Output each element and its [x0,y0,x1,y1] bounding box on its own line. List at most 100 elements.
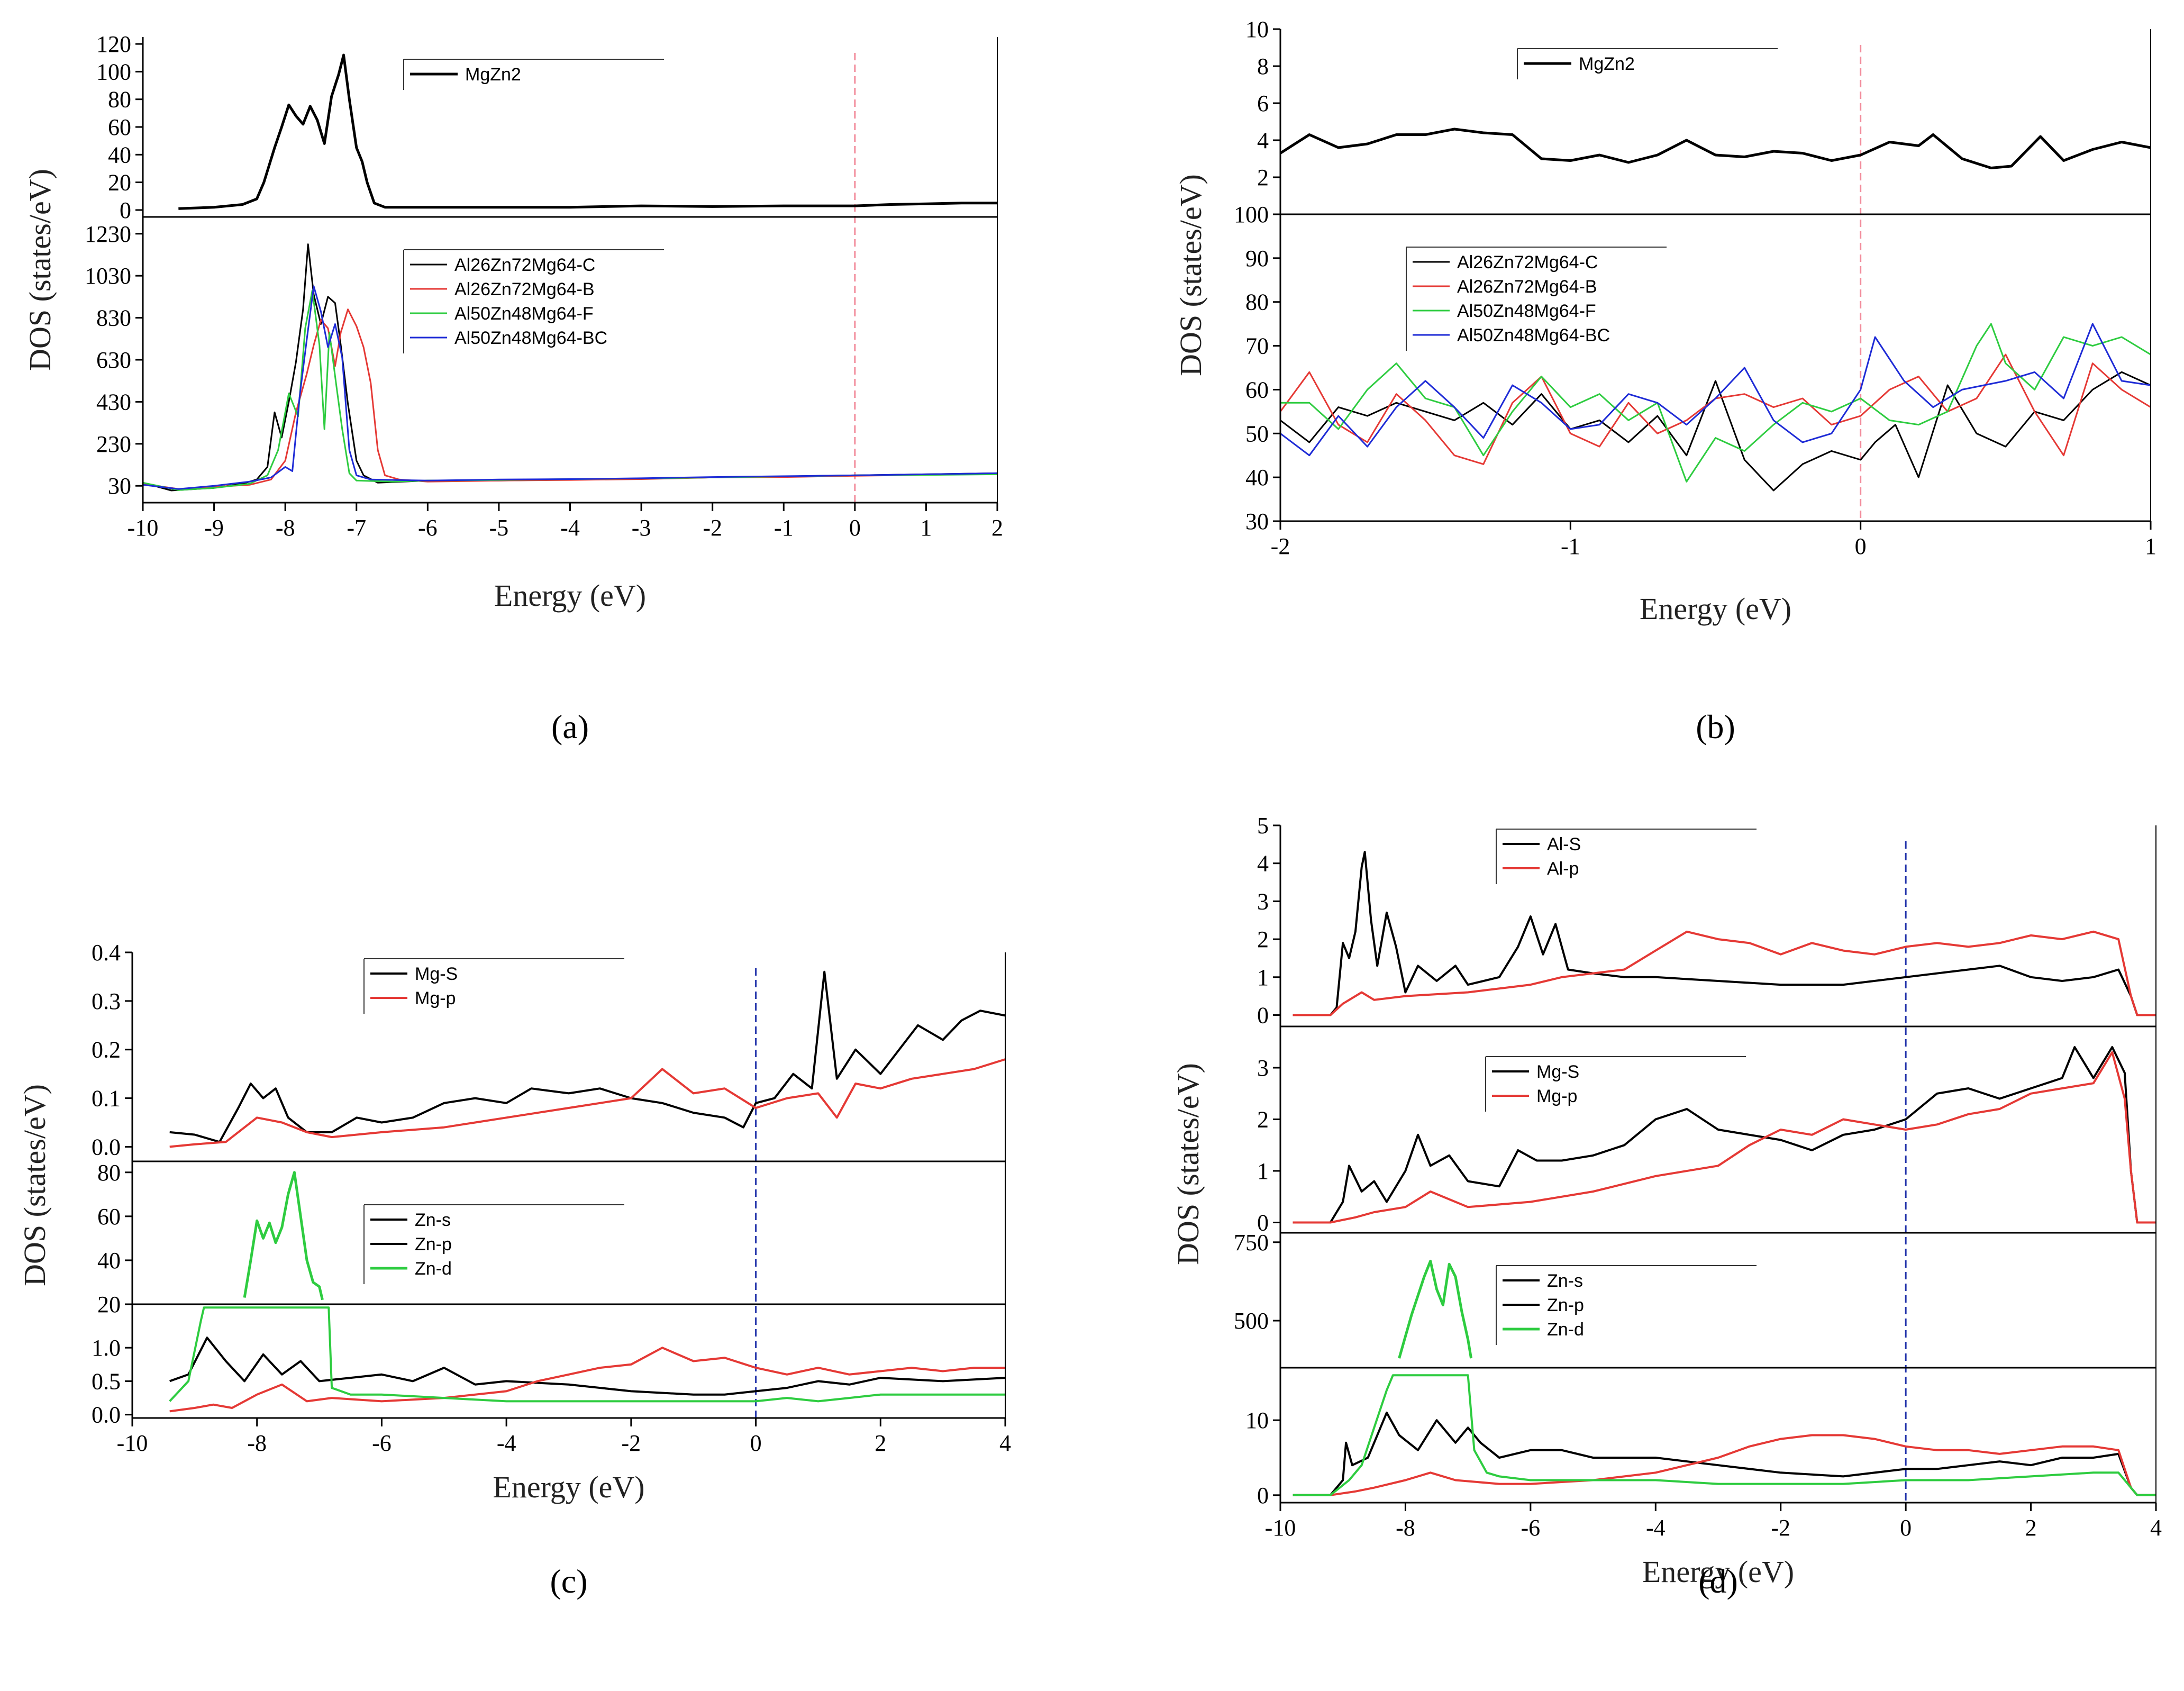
y-tick-label: 0 [1257,1210,1269,1236]
y-tick-label: 2 [1257,1107,1269,1133]
y-tick-label: 30 [1245,508,1269,534]
legend: Al26Zn72Mg64-C Al26Zn72Mg64-B Al50Zn48Mg64… [403,249,664,353]
x-tick-label: 0 [750,1430,762,1456]
series-line-mg-s [1293,1046,2156,1224]
legend-label: Zn-p [1547,1295,1584,1315]
series-line-al50zn48mg64-bc [1280,323,2151,457]
panel-c-0: 0.0 0.1 0.2 0.3 0.4 Mg-S Mg-p [92,940,1006,1162]
y-tick-label: 1 [1257,965,1269,990]
legend-label: Al50Zn48Mg64-BC [454,328,607,348]
y-tick-label: 80 [1245,289,1269,315]
legend-label: Al26Zn72Mg64-C [1457,252,1598,272]
x-axis-label: Energy (eV) [1642,1554,1794,1589]
series-line-zn-s [169,1337,1006,1396]
y-tick-label: 3 [1257,1055,1269,1081]
y-tick-label: 0.4 [92,940,121,966]
chart-a: 020406080100120MgZn230230430630830103012… [23,31,1003,746]
chart-c: 0.00.10.20.30.4Mg-SMg-p20406080Zn-sZn-pZ… [17,940,1011,1600]
legend-label: Al50Zn48Mg64-F [454,304,594,324]
x-tick-label: -1 [1561,533,1580,559]
y-tick-label: 1030 [85,263,131,289]
x-tick-label: -7 [347,515,366,541]
x-tick-label: 0 [849,515,861,541]
legend: Mg-S Mg-p [363,958,624,1014]
figure-caption: (d) [1698,1562,1738,1600]
x-tick-label: -10 [117,1430,148,1456]
y-tick-label: 60 [97,1204,121,1230]
x-tick-label: -8 [1396,1515,1415,1541]
y-tick-label: 40 [97,1248,121,1274]
y-tick-label: 6 [1257,90,1269,116]
x-tick-label: -9 [204,515,224,541]
x-tick-label: -8 [276,515,295,541]
legend-label: Zn-d [1547,1320,1584,1340]
y-tick-label: 20 [97,1292,121,1317]
legend: Zn-s Zn-p Zn-d [1496,1265,1757,1345]
x-tick-label: -4 [497,1430,516,1456]
legend-label: Mg-S [415,964,458,984]
legend: Mg-S Mg-p [1485,1056,1746,1112]
panel-d-2: 500 750 Zn-s Zn-p Zn-d [1234,1230,2156,1369]
panel-c-2: 0.0 0.5 1.0 [92,1304,1006,1428]
series-line-al-s [1293,851,2156,1016]
x-tick-label: -2 [1771,1515,1790,1541]
series-line-zn-s [1293,1412,2156,1496]
y-tick-label: 4 [1257,128,1269,153]
series-line-zn-d [1293,1374,2156,1496]
y-axis-label: DOS (states/eV) [17,1084,52,1286]
y-tick-label: 60 [108,114,131,140]
y-tick-label: 100 [96,59,131,85]
series-line-al26zn72mg64-c [1280,371,2151,492]
legend-label: Al-p [1547,859,1579,879]
legend-label: Al-S [1547,834,1581,854]
series-line-mg-s [169,970,1006,1143]
legend-label: Al26Zn72Mg64-B [1457,277,1597,297]
y-tick-label: 5 [1257,813,1269,839]
y-tick-label: 1230 [85,221,131,247]
series-line-zn-p [169,1347,1005,1413]
legend: MgZn2 [403,59,664,90]
legend: MgZn2 [1517,48,1778,79]
y-tick-label: 70 [1245,333,1269,359]
panel-c-1: 20 40 60 80 Zn-s Zn-p Zn-d [97,1160,1005,1317]
y-tick-label: 90 [1245,246,1269,271]
x-tick-label: -6 [372,1430,392,1456]
x-tick-label: 2 [2025,1515,2037,1541]
y-axis-label: DOS (states/eV) [1173,174,1208,376]
y-tick-label: 80 [97,1160,121,1186]
x-axis-label: Energy (eV) [493,1470,644,1504]
x-tick-label: 4 [999,1430,1011,1456]
y-tick-label: 60 [1245,377,1269,403]
x-tick-label: -6 [1521,1515,1541,1541]
x-tick-label: -10 [1265,1515,1296,1541]
legend-label: Zn-p [415,1234,452,1254]
y-tick-label: 1 [1257,1158,1269,1184]
series-line-zn-d [243,1171,324,1301]
y-tick-label: 20 [108,170,131,196]
series-line-al26zn72mg64-b [1279,353,2151,465]
legend-label: Al50Zn48Mg64-BC [1457,325,1610,346]
y-tick-label: 500 [1234,1308,1269,1334]
y-tick-label: 2 [1257,926,1269,952]
y-tick-label: 120 [96,31,131,57]
y-tick-label: 100 [1234,202,1269,228]
legend-label: Zn-s [415,1210,451,1230]
x-axis-label: Energy (eV) [1640,592,1791,626]
y-tick-label: 0.2 [92,1037,121,1063]
panel-b-0: 2 4 6 8 10 MgZn2 [1245,16,2151,215]
series-line-zn-p [1293,1434,2156,1496]
series-line-mg-p [169,1058,1006,1148]
x-tick-label: -6 [418,515,438,541]
y-tick-label: 10 [1245,16,1269,42]
y-tick-label: 3 [1257,888,1269,914]
y-tick-label: 750 [1234,1230,1269,1256]
x-tick-label: -2 [622,1430,641,1456]
panel-d-1: 0 1 2 3 Mg-S Mg-p [1257,1026,2156,1236]
legend-label: Al50Zn48Mg64-F [1457,301,1596,321]
y-tick-label: 0 [1257,1002,1269,1028]
y-tick-label: 40 [108,142,131,168]
legend-label: Mg-p [1536,1086,1577,1106]
y-tick-label: 0.0 [92,1402,121,1428]
